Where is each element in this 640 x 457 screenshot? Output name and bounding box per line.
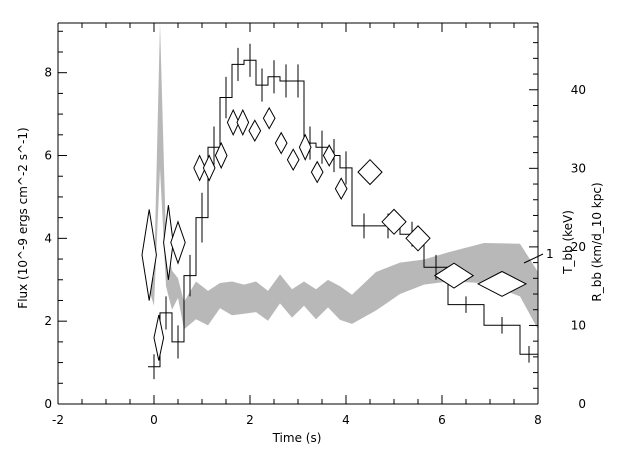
temperature-diamond (298, 133, 312, 161)
temperature-diamond (310, 160, 324, 184)
temperature-diamond (248, 119, 262, 143)
temperature-diamond (334, 177, 348, 201)
annotation-line (523, 253, 544, 264)
y2-radius-label: R_bb (km/d_10 kpc) (590, 182, 604, 301)
annotation-label: 1 (546, 247, 554, 261)
x-axis-label: Time (s) (272, 431, 322, 445)
y-tick-label: 8 (44, 66, 52, 80)
x-tick-label: -2 (52, 413, 64, 427)
x-tick-label: 2 (246, 413, 254, 427)
x-tick-label: 6 (438, 413, 446, 427)
temperature-diamond (357, 158, 383, 186)
temperature-diamond (381, 208, 407, 235)
temperature-diamond (405, 225, 431, 252)
y-tick-label: 2 (44, 314, 52, 328)
series-layer (141, 43, 538, 380)
temperature-diamond (202, 154, 216, 182)
temperature-diamond (170, 220, 186, 265)
temperature-diamond (476, 270, 528, 297)
temperature-diamond (274, 131, 288, 155)
y-axis-label: Flux (10^-9 ergs cm^-2 s^-1) (16, 127, 30, 308)
y2-temperature-label: T_bb (keV) (561, 210, 575, 275)
temperature-diamond (433, 262, 475, 289)
x-tick-label: 0 (150, 413, 158, 427)
y2-tick-label: 0 (578, 397, 586, 411)
y2-tick-label: 20 (571, 240, 586, 254)
temperature-diamond (322, 144, 336, 167)
y2-tick-label: 40 (571, 83, 586, 97)
x-tick-label: 4 (342, 413, 350, 427)
temperature-diamond (236, 108, 250, 136)
band-layer (148, 23, 538, 330)
y2-tick-label: 30 (571, 161, 586, 175)
y-tick-label: 0 (44, 397, 52, 411)
y-tick-label: 4 (44, 231, 52, 245)
x-tick-label: 8 (534, 413, 542, 427)
y-tick-label: 6 (44, 149, 52, 163)
y2-tick-label: 10 (571, 318, 586, 332)
temperature-diamond (214, 141, 228, 170)
temperature-diamond (286, 148, 300, 172)
radius-band (148, 23, 538, 330)
temperature-diamond (262, 106, 276, 130)
temperature-diamond (153, 314, 165, 361)
temperature-diamond (141, 209, 157, 301)
